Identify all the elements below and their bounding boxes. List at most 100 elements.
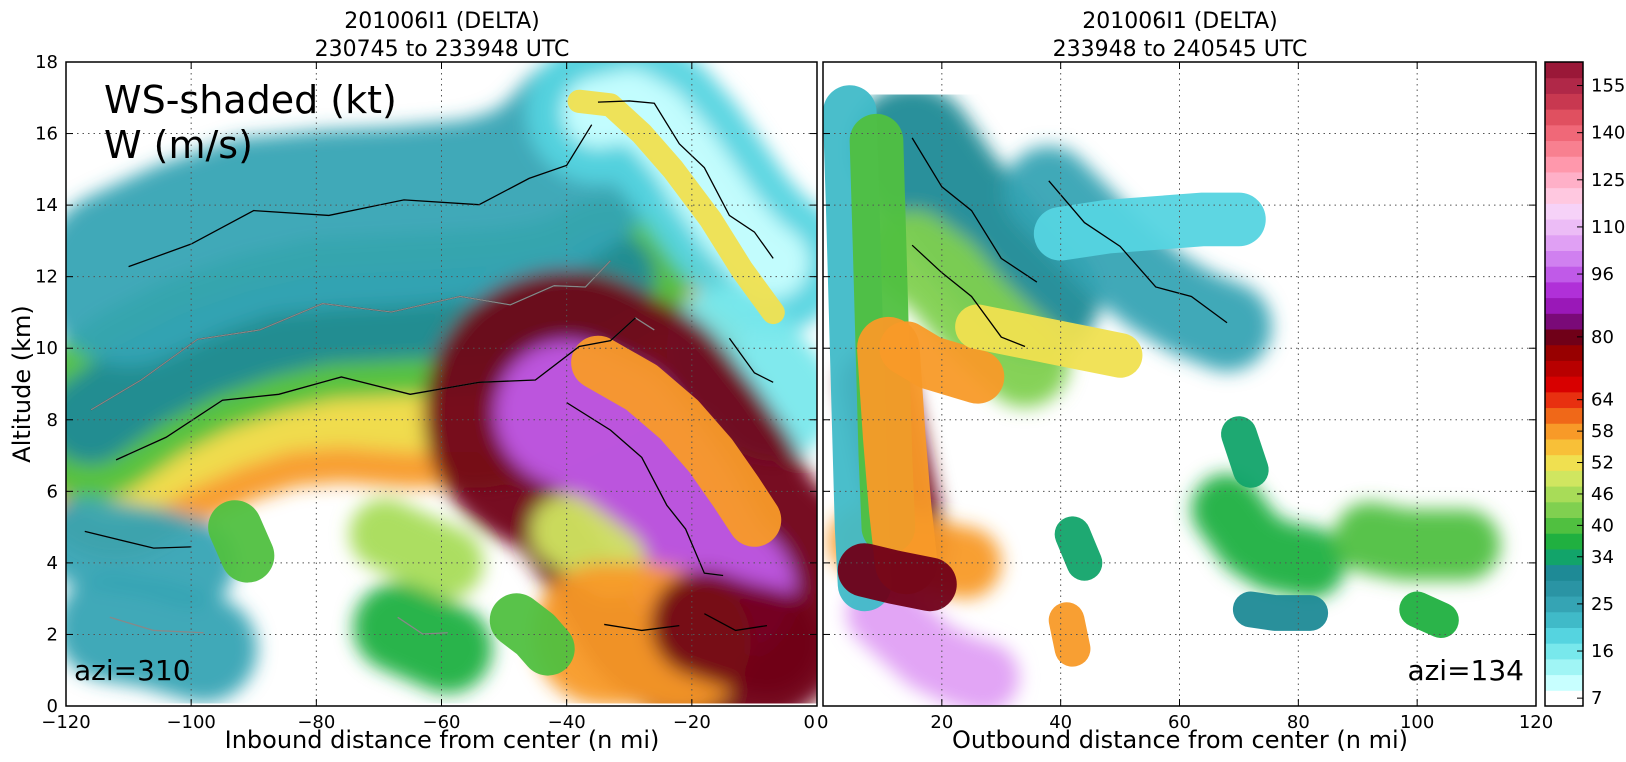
wind-streak-30 [1033,192,1266,261]
colorbar-bin [1545,124,1583,142]
colorbar-bin [1545,517,1583,534]
colorbar-bin [1545,360,1583,377]
right-axis-ticks: 0 20 40 60 80 100 120 [817,61,1553,733]
ws-annotation: WS-shaded (kt) [104,78,397,122]
w-contour-14 [704,613,768,632]
colorbar: 7 16 25 34 40 46 52 58 64 80 96 110 125 140 155 [1544,61,1625,709]
w-contour-13 [604,623,680,632]
colorbar-tick-label: 58 [1591,421,1614,442]
colorbar-bin [1545,156,1583,173]
colorbar-tick-label: 52 [1591,453,1614,474]
left-x-label: Inbound distance from center (n mi) [225,726,660,754]
colorbar-bin [1545,77,1583,94]
wind-streak-31 [846,577,1020,706]
x-tick-label: 120 [1519,712,1553,733]
colorbar-tick-label: 125 [1591,170,1625,191]
x-tick-label: −40 [548,712,586,733]
colorbar-bin [1545,658,1583,676]
colorbar-bin [1545,203,1583,220]
y-tick-label: 0 [47,696,58,717]
y-tick-label: 6 [47,481,58,502]
w-contour-8 [728,337,774,383]
wind-streak-7 [567,89,785,325]
colorbar-bin [1545,690,1583,707]
wind-streak-35 [1221,416,1269,488]
w-contour-1 [115,317,636,461]
colorbar-tick-label: 140 [1591,123,1625,144]
x-tick-label: 20 [930,712,953,733]
wind-streak-37 [1054,516,1103,581]
w-contour-3 [90,260,611,411]
left-panel: 201006I1 (DELTA) 230745 to 233948 UTC −1… [8,9,818,754]
colorbar-bin [1545,187,1583,204]
colorbar-bin [1545,344,1583,361]
colorbar-bin [1545,627,1583,644]
wind-streak-36 [1333,502,1501,581]
colorbar-tick-label: 7 [1591,688,1602,709]
colorbar-bin [1545,171,1583,189]
colorbar-bin [1545,250,1583,267]
colorbar-bin [1545,548,1583,566]
wind-streak-25 [849,85,1100,361]
colorbar-bin [1545,313,1583,330]
colorbar-bin [1545,391,1583,409]
colorbar-tick-label: 110 [1591,217,1625,238]
colorbar-bin [1545,611,1583,628]
w-contour-18 [397,616,448,635]
colorbar-bin [1545,376,1583,393]
wind-streak-17 [349,498,484,599]
colorbar-bin [1545,266,1583,283]
colorbar-bin [1545,596,1583,613]
wind-streak-34 [1191,473,1346,599]
colorbar-bin [1545,533,1583,550]
colorbar-tick-label: 46 [1591,484,1614,505]
wind-streak-28 [955,304,1143,378]
x-tick-label: −20 [673,712,711,733]
colorbar-bin [1545,438,1583,456]
wind-streak-20 [489,593,575,676]
wind-streak-16 [66,496,236,608]
y-tick-label: 2 [47,624,58,645]
right-wind-field [823,85,1501,706]
colorbar-bin [1545,281,1583,299]
y-tick-label: 16 [35,124,58,145]
x-tick-label: −120 [41,712,90,733]
wind-streak-33 [837,543,957,612]
wind-streak-8 [666,285,817,461]
left-subtitle: 230745 to 233948 UTC [315,37,570,62]
wind-streak-39 [1232,591,1329,631]
colorbar-tick-label: 16 [1591,641,1614,662]
colorbar-bin [1545,234,1583,251]
x-tick-label: −100 [166,712,215,733]
x-tick-label: 0 [804,712,815,733]
left-title: 201006I1 (DELTA) [344,9,539,34]
right-azimuth-label: azi=134 [1407,654,1524,687]
wind-streak-40 [1399,591,1459,639]
w-annotation: W (m/s) [104,123,253,167]
w-contour-29 [1048,180,1228,324]
w-contour-4 [128,124,593,268]
right-grid [823,62,1536,706]
x-tick-label: 0 [817,712,828,733]
w-contour-16 [84,530,192,549]
y-tick-label: 4 [47,553,58,574]
colorbar-bin [1545,219,1583,236]
left-wind-field [66,62,817,706]
left-azimuth-label: azi=310 [74,654,191,687]
wind-streak-18 [352,582,493,694]
colorbar-bin [1545,109,1583,126]
right-title: 201006I1 (DELTA) [1082,9,1277,34]
wind-streak-15 [66,573,258,703]
colorbar-frame [1544,61,1584,707]
x-tick-label: 40 [1049,712,1072,733]
y-tick-label: 12 [35,267,58,288]
colorbar-tick-label: 25 [1591,594,1614,615]
wind-streak-23 [857,316,938,595]
right-x-label: Outbound distance from center (n mi) [952,726,1408,754]
wind-streak-6 [562,69,809,299]
wind-streak-27 [879,321,1005,404]
colorbar-bin [1545,93,1583,110]
colorbar-bin [1545,454,1583,471]
w-contour-25 [911,137,1038,283]
x-tick-label: 80 [1287,712,1310,733]
